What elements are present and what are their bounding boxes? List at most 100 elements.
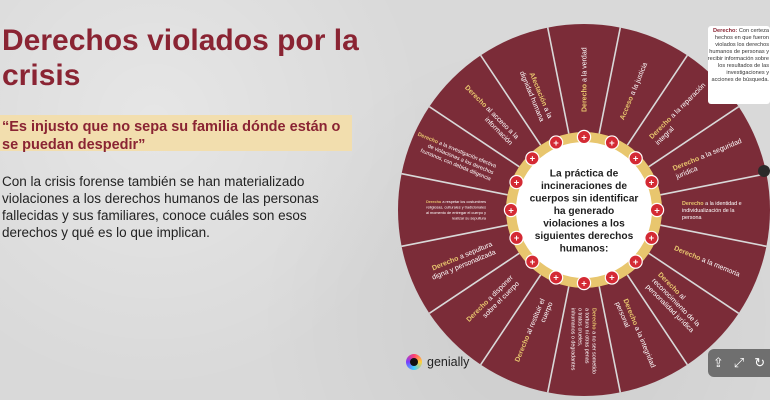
expand-plus-button[interactable]: + [509,174,524,190]
quote-text: “Es injusto que no sepa su familia dónde… [2,119,341,153]
genially-logo-icon [406,354,422,370]
sector-label-line: religiosas, culturales y tradicionales [426,206,486,210]
sector-text: a la identidad e [705,201,742,207]
sector-highlight: Derecho [591,308,597,331]
sector-divider [401,172,508,196]
center-text-line: siguientes derechos [535,231,634,242]
plus-circle [525,254,540,269]
plus-circle [548,270,564,285]
sector-text: al [677,293,686,302]
body-paragraph: Con la crisis forense también se han mat… [2,174,319,240]
expand-plus-button[interactable]: + [576,275,592,291]
expand-plus-button[interactable]: + [548,270,564,285]
plus-icon: + [609,273,615,284]
sector-text: a tortura ni otras penas [584,308,590,364]
plus-icon: + [581,132,587,143]
plus-circle [649,202,665,218]
sector-highlight: Derecho [581,82,588,112]
expand-plus-button[interactable]: + [525,254,540,269]
plus-circle [604,270,620,285]
refresh-icon[interactable]: ↻ [754,355,766,370]
sector-label-line: individualización de la [682,208,734,214]
center-text-line: cuerpos sin identificar [530,194,639,205]
center-text-line: ha generado [554,206,615,217]
sector-text: religiosas, culturales y tradicionales [426,206,486,210]
expand-plus-button[interactable]: + [509,230,524,246]
sector-label-line: a tortura ni otras penas [584,308,590,364]
expand-plus-button[interactable]: + [644,230,659,246]
sector-label: Derecho a respetar los costumbres religio… [426,200,487,220]
expand-plus-button[interactable]: + [644,174,659,190]
center-text-line: violaciones a los [543,219,625,230]
sector-text: o tratos crueles, [577,308,583,347]
expand-plus-button[interactable]: + [525,151,540,166]
plus-icon: + [553,273,559,284]
plus-icon: + [530,154,536,165]
expand-plus-button[interactable]: + [649,202,665,218]
expand-plus-button[interactable]: + [503,202,519,218]
plus-icon: + [649,233,655,244]
sector-highlight: Derecho [426,200,442,204]
sector-highlight: Derecho [682,201,705,207]
plus-circle [525,151,540,166]
expand-plus-button[interactable]: + [604,135,620,150]
sector-text: persona [682,215,701,221]
plus-circle [509,230,524,246]
plus-icon: + [609,138,615,149]
sector-text: a no ser sometido [591,331,597,374]
tooltip-callout-text: Derecho: Con certeza hechos en que fuero… [707,28,769,84]
center-text-line: La práctica de [550,169,619,180]
tooltip-callout [708,26,770,104]
plus-icon: + [530,257,536,268]
plus-circle [644,230,659,246]
sector-label-line: Derecho a la verdad [581,47,588,112]
sector-divider [428,252,520,315]
fullscreen-icon[interactable]: ⤢ [733,355,745,370]
sector-divider [428,105,520,168]
genially-brand[interactable]: genially [406,354,469,370]
page-title: Derechos violados por la crisis [2,24,359,92]
expand-plus-button[interactable]: + [628,151,643,166]
sector-text: al momento de entregar el cuerpo y [426,211,486,215]
expand-plus-button[interactable]: + [628,254,643,269]
slide-nav-dot[interactable] [758,165,770,177]
plus-icon: + [633,154,639,165]
viewer-toolbar: ⇪ ⤢ ↻ [708,349,770,377]
wheel-center-disc [516,142,652,278]
sector-text: a la verdad [581,47,588,82]
plus-circle [509,174,524,190]
plus-circle [576,129,592,145]
sector-label-line: realizar su sepultura [452,216,487,220]
sector-divider [626,274,689,366]
tooltip-body: Con certeza hechos en que fueron violado… [707,28,769,83]
brand-name: genially [427,355,470,369]
sector-divider [401,224,508,248]
plus-icon: + [553,138,559,149]
plus-circle [604,135,620,150]
sector-label-line: inhumanos o degradantes [570,308,576,371]
plus-icon: + [649,177,655,188]
plus-icon: + [581,278,587,289]
sector-divider [546,286,570,393]
tooltip-highlight: Derecho: [713,28,738,34]
expand-plus-button[interactable]: + [604,270,620,285]
sector-label-line: persona [682,215,701,221]
quote-highlight-box [0,115,352,151]
sector-label: Derecho a la verdad [581,47,588,112]
share-icon[interactable]: ⇪ [712,355,724,370]
sector-divider [660,224,767,248]
center-text-line: incineraciones de [541,181,627,192]
plus-icon: + [508,205,514,216]
expand-plus-button[interactable]: + [548,135,564,150]
sector-divider [660,172,767,196]
plus-icon: + [514,233,520,244]
plus-icon: + [654,205,660,216]
sector-text: a la [542,106,553,119]
expand-plus-button[interactable]: + [576,129,592,145]
center-text-line: humanos: [560,244,609,255]
plus-icon: + [633,257,639,268]
sector-divider [479,274,542,366]
sector-divider [479,54,542,146]
